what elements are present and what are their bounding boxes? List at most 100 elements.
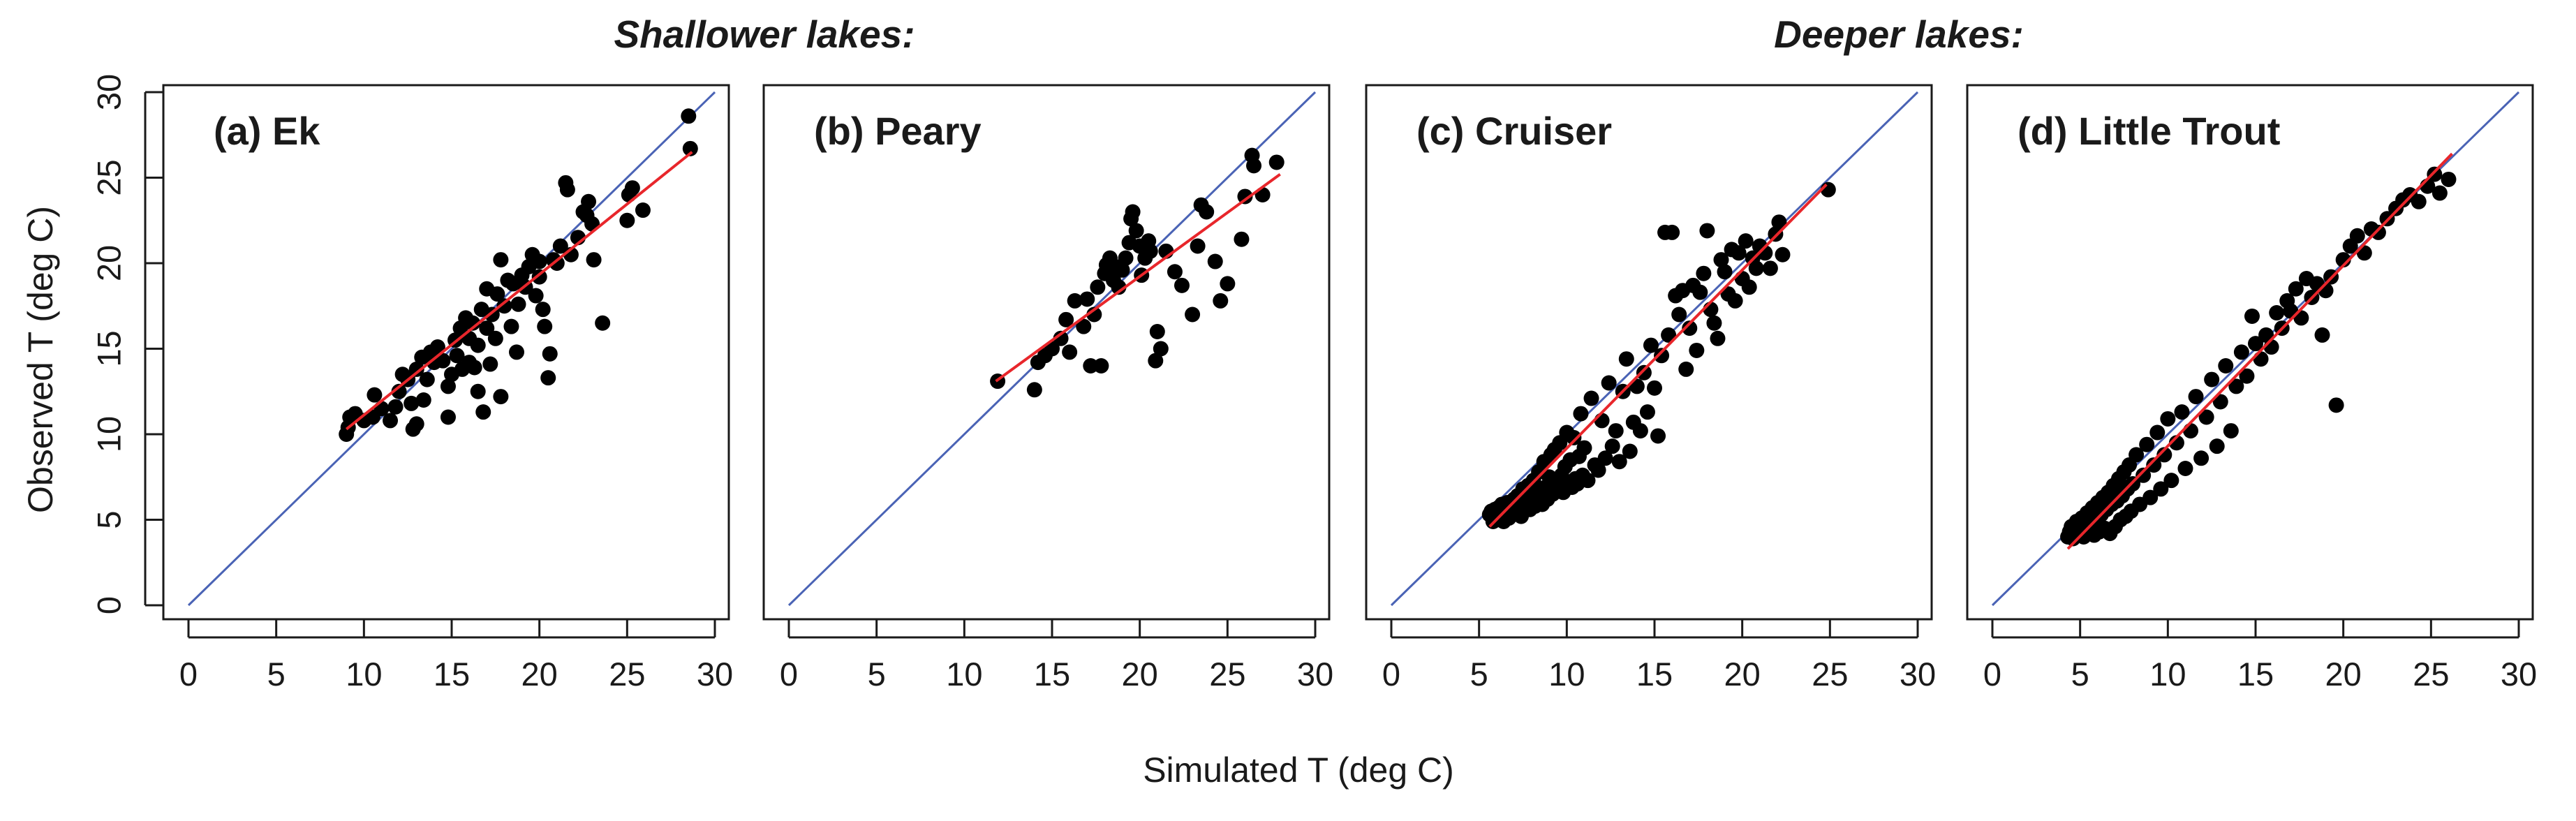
x-tick-label: 25: [1812, 656, 1848, 693]
data-point: [391, 383, 407, 399]
data-point: [1114, 262, 1130, 278]
data-point: [2204, 371, 2220, 387]
x-tick-label: 10: [346, 656, 382, 693]
x-tick-label: 25: [2413, 656, 2449, 693]
data-point: [2193, 450, 2209, 466]
data-point: [635, 202, 651, 219]
y-tick-label: 25: [90, 159, 127, 195]
data-point: [1748, 260, 1764, 276]
data-point: [470, 383, 486, 399]
data-point: [535, 302, 551, 318]
regression-line: [1488, 183, 1828, 528]
data-point: [1661, 327, 1677, 343]
data-point: [1044, 341, 1060, 357]
data-point: [1190, 238, 1206, 254]
panels-group: 0 5 10 15 20 25 30 0 5 10 15 20 25 30 (a) Ek 0 5 10 15 20 25…: [90, 74, 2537, 693]
panel-label: (b) Peary: [814, 109, 982, 153]
data-point: [1167, 264, 1183, 280]
data-point: [2427, 166, 2443, 182]
data-point: [1199, 204, 1215, 220]
data-point: [2212, 394, 2228, 410]
data-point: [2160, 410, 2176, 427]
data-point: [531, 253, 547, 269]
data-point: [1237, 188, 1253, 205]
data-point: [2431, 185, 2448, 201]
data-point: [470, 337, 486, 353]
data-point: [2149, 424, 2166, 441]
panel-frame: [1966, 84, 2534, 621]
data-point: [1713, 252, 1729, 268]
y-tick-label: 10: [90, 416, 127, 452]
data-point: [2228, 378, 2244, 394]
data-point: [682, 140, 698, 156]
data-point: [537, 318, 553, 334]
data-point: [2253, 351, 2269, 367]
group-title-shallower: Shallower lakes:: [614, 13, 915, 56]
data-point: [493, 252, 509, 268]
data-point: [1076, 318, 1092, 334]
data-point: [2188, 389, 2204, 405]
data-point: [383, 413, 399, 429]
x-tick-label: 5: [868, 656, 886, 693]
data-point: [1580, 473, 1596, 489]
data-point: [1207, 253, 1223, 269]
data-point: [2244, 308, 2260, 324]
data-point: [1153, 341, 1169, 357]
data-point: [367, 387, 383, 403]
panel-3: 0 5 10 15 20 25 30 (d) Little Trout: [1966, 84, 2537, 693]
data-point: [1664, 224, 1680, 240]
panel-label: (d) Little Trout: [2018, 109, 2280, 153]
data-point: [1671, 306, 1687, 323]
data-point: [1710, 330, 1726, 346]
data-point: [1738, 233, 1754, 249]
data-point: [487, 330, 503, 346]
data-point: [1696, 265, 1712, 281]
data-point: [1083, 358, 1099, 373]
x-tick-label: 30: [1297, 656, 1333, 693]
data-point: [1597, 450, 1613, 466]
panel-0: 0 5 10 15 20 25 30 0 5 10 15 20 25 30 (a) Ek: [90, 74, 733, 693]
data-point: [2142, 489, 2159, 505]
data-point: [465, 315, 481, 331]
data-point: [1771, 214, 1787, 230]
data-point: [435, 353, 451, 369]
x-tick-label: 30: [697, 656, 733, 693]
data-point: [1185, 306, 1201, 323]
data-point: [1149, 324, 1165, 339]
data-point: [1768, 226, 1784, 242]
panel-frame: [762, 84, 1331, 621]
data-point: [2411, 193, 2427, 209]
data-point: [493, 389, 509, 405]
data-point: [1689, 342, 1705, 358]
data-point: [1125, 204, 1141, 220]
data-point: [489, 286, 505, 302]
x-tick-label: 15: [434, 656, 470, 693]
data-point: [1654, 348, 1670, 364]
data-point: [1026, 382, 1042, 398]
data-point: [1604, 438, 1620, 454]
data-point: [681, 108, 697, 124]
group-title-deeper: Deeper lakes:: [1774, 13, 2024, 56]
data-point: [1118, 250, 1134, 266]
data-point: [586, 252, 602, 268]
data-point: [1220, 276, 1236, 292]
data-point: [404, 395, 420, 411]
panel-frame: [162, 84, 730, 621]
data-point: [1717, 264, 1733, 280]
data-point: [2441, 171, 2457, 187]
data-point: [503, 318, 519, 334]
x-tick-label: 0: [1382, 656, 1400, 693]
y-tick-label: 5: [90, 510, 127, 528]
data-point: [419, 371, 435, 387]
data-point: [1731, 245, 1747, 261]
data-point: [549, 256, 565, 271]
data-point: [1643, 337, 1659, 353]
data-point: [449, 348, 465, 364]
data-point: [1699, 223, 1715, 239]
data-point: [1079, 291, 1095, 307]
data-point: [482, 356, 498, 372]
data-point: [408, 416, 424, 432]
data-point: [1111, 279, 1127, 295]
data-point: [387, 399, 404, 415]
